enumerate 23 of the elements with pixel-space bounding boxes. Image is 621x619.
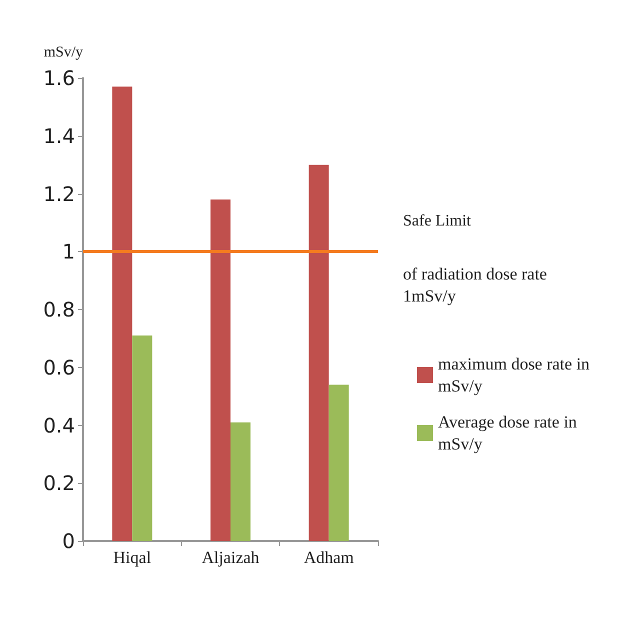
bar bbox=[230, 422, 250, 541]
y-tick-label: 0.2 bbox=[43, 471, 75, 496]
y-tick-label: 0 bbox=[62, 529, 75, 553]
bar bbox=[132, 336, 152, 541]
x-tick-label: Adham bbox=[304, 548, 354, 567]
y-tick-label: 0.6 bbox=[43, 355, 75, 380]
bar bbox=[328, 384, 349, 541]
text: of radiation dose rate 1mSv/y bbox=[403, 264, 556, 306]
bar bbox=[308, 164, 329, 541]
y-tick-label: 0.4 bbox=[43, 413, 75, 438]
y-tick-label: 0.8 bbox=[43, 298, 75, 322]
legend-label: maximum dose rate in mSv/y bbox=[438, 354, 594, 396]
y-tick-label: 1 bbox=[62, 240, 75, 264]
y-tick-label: 1.4 bbox=[43, 124, 75, 148]
y-tick-label: 1.2 bbox=[43, 182, 75, 206]
bar bbox=[112, 86, 132, 541]
y-axis-title: mSv/y bbox=[44, 44, 84, 60]
legend-label: Average dose rate in mSv/y bbox=[438, 412, 582, 454]
x-tick-label: Hiqal bbox=[113, 548, 152, 567]
ref-line-label: Safe Limit bbox=[403, 212, 472, 230]
bar bbox=[210, 200, 230, 541]
y-tick-label: 1.6 bbox=[43, 66, 75, 90]
x-tick-label: Aljaizah bbox=[202, 548, 260, 567]
